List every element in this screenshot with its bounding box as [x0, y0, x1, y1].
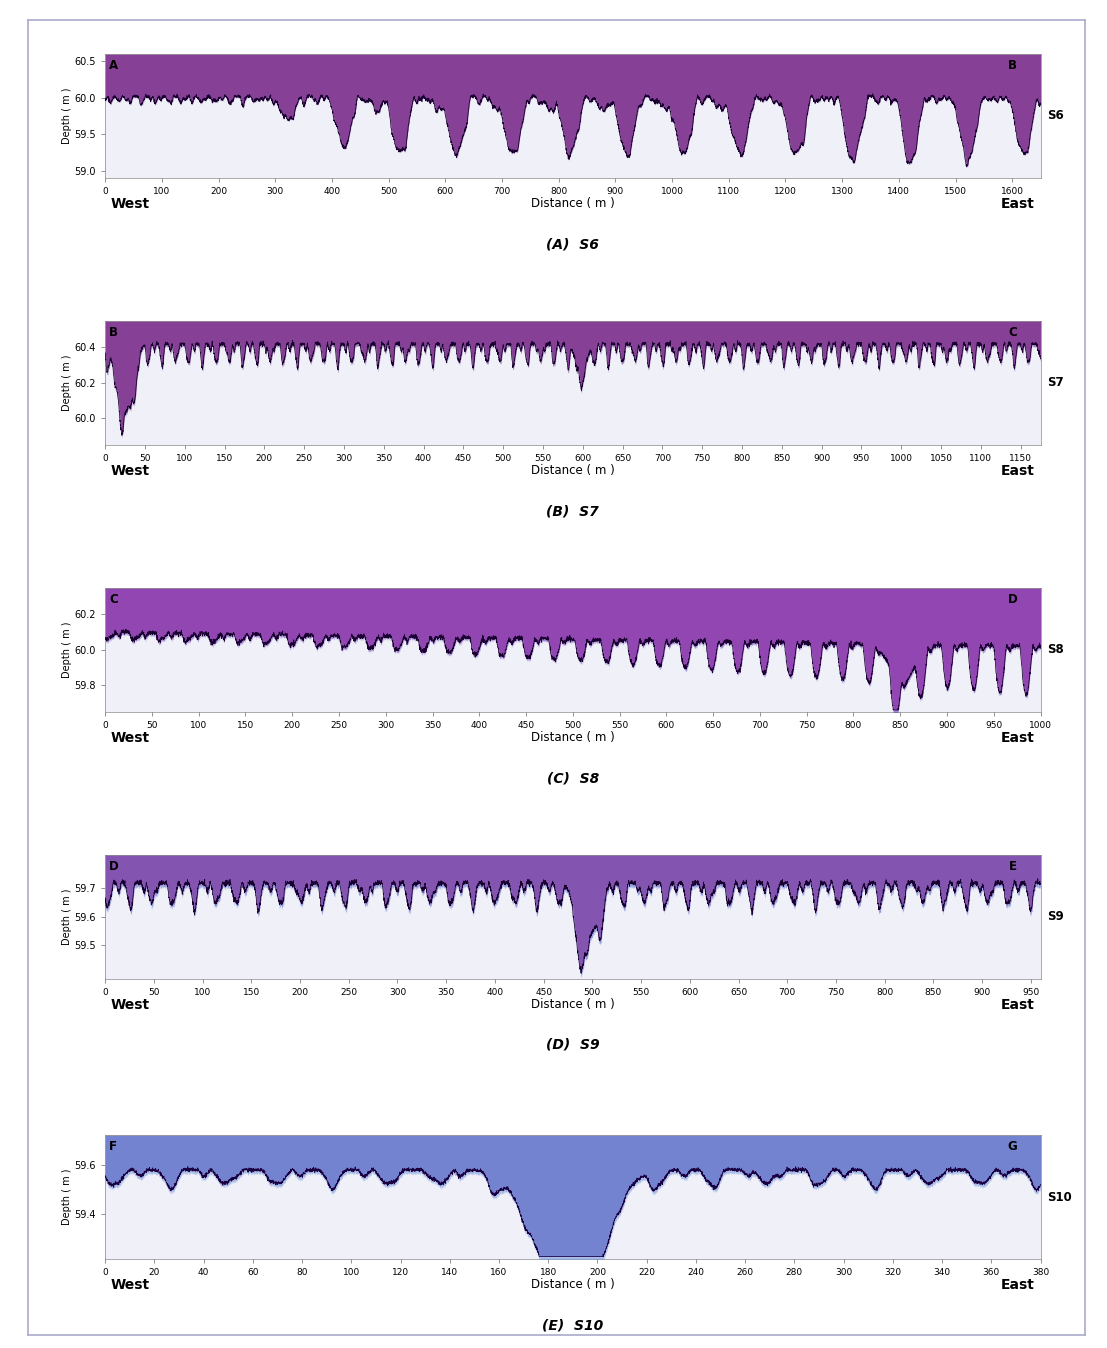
Text: B: B: [1008, 59, 1017, 71]
Text: West: West: [111, 197, 149, 210]
Text: (A)  S6: (A) S6: [547, 237, 599, 251]
Text: East: East: [1001, 731, 1035, 744]
Y-axis label: Depth ( m ): Depth ( m ): [62, 355, 72, 411]
Y-axis label: Depth ( m ): Depth ( m ): [62, 88, 72, 144]
Text: Distance ( m ): Distance ( m ): [531, 464, 614, 477]
Text: S6: S6: [1047, 109, 1064, 123]
Text: C: C: [108, 593, 117, 605]
Text: B: B: [108, 326, 118, 338]
Text: Distance ( m ): Distance ( m ): [531, 731, 614, 744]
Text: Distance ( m ): Distance ( m ): [531, 1278, 614, 1291]
Text: (C)  S8: (C) S8: [547, 771, 599, 785]
Text: (B)  S7: (B) S7: [547, 504, 599, 518]
Y-axis label: Depth ( m ): Depth ( m ): [62, 888, 72, 945]
Text: A: A: [108, 59, 118, 71]
Text: West: West: [111, 731, 149, 744]
Text: West: West: [111, 464, 149, 477]
Text: West: West: [111, 1278, 149, 1291]
Text: West: West: [111, 998, 149, 1011]
Text: Distance ( m ): Distance ( m ): [531, 197, 614, 210]
Text: East: East: [1001, 998, 1035, 1011]
Text: S9: S9: [1047, 910, 1064, 923]
Text: D: D: [1007, 593, 1017, 605]
Text: Distance ( m ): Distance ( m ): [531, 998, 614, 1011]
Text: (D)  S9: (D) S9: [546, 1038, 600, 1051]
Text: C: C: [1008, 326, 1017, 338]
Text: S10: S10: [1047, 1190, 1072, 1204]
Text: (E)  S10: (E) S10: [542, 1318, 603, 1332]
Text: E: E: [1010, 860, 1017, 872]
Text: East: East: [1001, 1278, 1035, 1291]
Text: East: East: [1001, 197, 1035, 210]
Text: S8: S8: [1047, 643, 1064, 656]
Y-axis label: Depth ( m ): Depth ( m ): [62, 1169, 72, 1225]
Text: S7: S7: [1047, 376, 1064, 390]
Text: D: D: [108, 860, 118, 872]
Text: G: G: [1007, 1140, 1017, 1153]
Text: F: F: [108, 1140, 117, 1153]
Y-axis label: Depth ( m ): Depth ( m ): [62, 621, 72, 678]
Text: East: East: [1001, 464, 1035, 477]
